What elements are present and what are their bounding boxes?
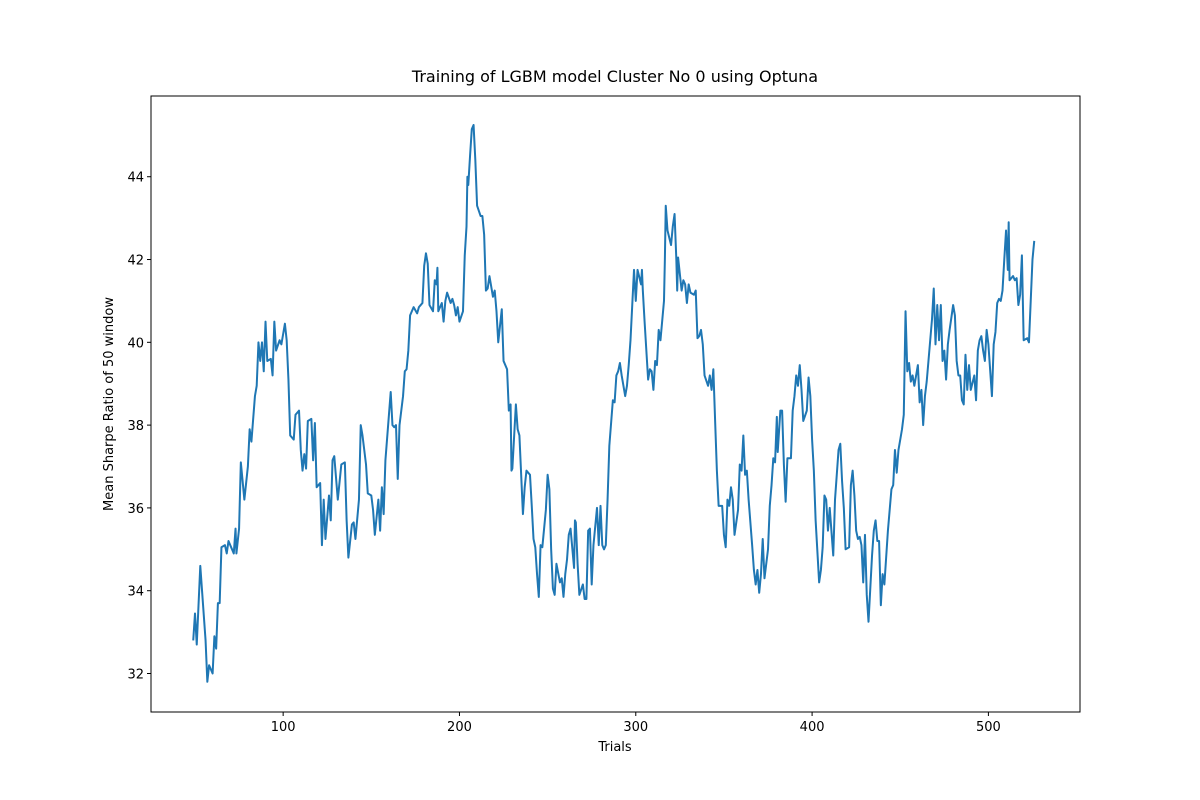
x-tick-label: 100 [271, 720, 296, 735]
y-tick-label: 44 [127, 171, 144, 186]
data-line [192, 123, 1036, 683]
x-tick-label: 300 [623, 720, 648, 735]
y-axis-label: Mean Sharpe Ratio of 50 window [102, 297, 117, 511]
y-tick-label: 38 [127, 419, 144, 434]
x-axis-label: Trials [597, 740, 632, 755]
plot-frame [150, 95, 1081, 713]
y-tick-label: 42 [127, 254, 144, 269]
x-tick-label: 400 [800, 720, 825, 735]
y-tick-label: 36 [127, 502, 144, 517]
x-tick-label: 500 [976, 720, 1001, 735]
x-tick-label: 200 [447, 720, 472, 735]
chart-title: Training of LGBM model Cluster No 0 usin… [411, 67, 818, 86]
y-tick-label: 34 [127, 585, 144, 600]
y-tick-label: 40 [127, 336, 144, 351]
y-tick-label: 32 [127, 668, 144, 683]
